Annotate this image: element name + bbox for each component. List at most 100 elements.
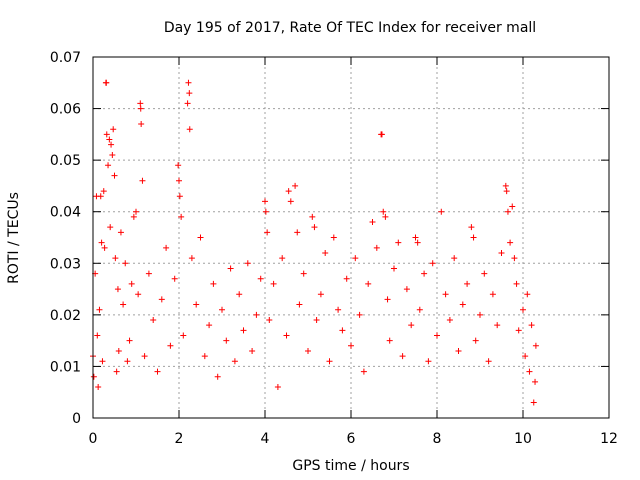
data-point bbox=[528, 322, 535, 329]
data-point bbox=[416, 306, 423, 313]
y-tick-label: 0.06 bbox=[50, 102, 81, 118]
data-point bbox=[180, 332, 187, 339]
data-point bbox=[110, 126, 117, 133]
data-point bbox=[98, 239, 105, 246]
data-point bbox=[330, 234, 337, 241]
data-point bbox=[511, 255, 518, 262]
data-point bbox=[122, 260, 129, 267]
data-point bbox=[262, 198, 268, 205]
data-points bbox=[90, 79, 539, 406]
chart-title: Day 195 of 2017, Rate Of TEC Index for r… bbox=[164, 20, 536, 36]
data-point bbox=[175, 162, 182, 169]
data-point bbox=[343, 275, 350, 282]
data-point bbox=[279, 255, 286, 262]
data-point bbox=[103, 79, 110, 86]
data-point bbox=[451, 255, 458, 262]
x-tick-label: 6 bbox=[347, 431, 356, 447]
x-tick-label: 10 bbox=[514, 431, 532, 447]
data-point bbox=[498, 249, 505, 256]
data-point bbox=[124, 358, 131, 365]
data-point bbox=[309, 213, 316, 220]
data-point bbox=[526, 368, 533, 375]
data-point bbox=[468, 224, 475, 231]
data-point bbox=[494, 322, 501, 329]
data-point bbox=[464, 280, 471, 287]
axis-ticks bbox=[92, 56, 610, 419]
data-point bbox=[399, 353, 406, 360]
data-point bbox=[90, 373, 97, 380]
data-point bbox=[472, 337, 479, 344]
data-point bbox=[382, 213, 389, 220]
data-point bbox=[513, 280, 520, 287]
data-point bbox=[285, 188, 292, 195]
data-point bbox=[186, 90, 193, 97]
data-point bbox=[455, 347, 462, 354]
data-point bbox=[507, 239, 514, 246]
data-point bbox=[287, 198, 294, 205]
data-point bbox=[264, 229, 271, 236]
data-point bbox=[296, 301, 303, 308]
x-tick-label: 0 bbox=[89, 431, 98, 447]
data-point bbox=[197, 234, 204, 241]
data-point bbox=[108, 141, 115, 148]
data-point bbox=[103, 131, 110, 138]
data-point bbox=[126, 337, 133, 344]
data-point bbox=[100, 188, 107, 195]
data-point bbox=[477, 311, 483, 318]
data-point bbox=[339, 327, 346, 334]
data-point bbox=[380, 208, 387, 215]
data-point bbox=[348, 342, 354, 349]
data-point bbox=[214, 373, 221, 380]
data-point bbox=[442, 291, 449, 298]
data-point bbox=[206, 322, 213, 329]
data-point bbox=[133, 208, 139, 215]
data-point bbox=[114, 286, 121, 293]
data-point bbox=[163, 244, 170, 251]
data-point bbox=[266, 317, 273, 324]
grid-lines bbox=[93, 57, 609, 418]
data-point bbox=[193, 301, 200, 308]
data-point bbox=[178, 213, 185, 220]
data-point bbox=[408, 322, 415, 329]
data-point bbox=[322, 249, 329, 256]
data-point bbox=[94, 332, 101, 339]
data-point bbox=[128, 280, 135, 287]
data-point bbox=[305, 347, 311, 354]
data-point bbox=[262, 208, 269, 215]
data-point bbox=[145, 270, 152, 277]
data-point bbox=[111, 172, 118, 179]
data-point bbox=[219, 306, 225, 313]
data-point bbox=[294, 229, 301, 236]
data-point bbox=[386, 337, 393, 344]
data-point bbox=[481, 270, 488, 277]
data-point bbox=[283, 332, 290, 339]
data-point bbox=[360, 368, 367, 375]
data-point bbox=[412, 234, 419, 241]
data-point bbox=[96, 306, 103, 313]
x-tick-label: 8 bbox=[433, 431, 442, 447]
x-tick-label: 4 bbox=[261, 431, 270, 447]
data-point bbox=[138, 121, 145, 128]
data-point bbox=[352, 255, 359, 262]
data-point bbox=[434, 332, 440, 339]
data-point bbox=[135, 291, 142, 298]
data-point bbox=[109, 151, 116, 158]
data-point bbox=[139, 177, 146, 184]
data-point bbox=[522, 353, 529, 360]
data-point bbox=[532, 342, 539, 349]
data-point bbox=[292, 182, 299, 189]
data-point bbox=[313, 317, 320, 324]
data-point bbox=[489, 291, 496, 298]
data-point bbox=[485, 358, 492, 365]
x-tick-label: 2 bbox=[175, 431, 184, 447]
data-point bbox=[227, 265, 234, 272]
data-point bbox=[515, 327, 522, 334]
data-point bbox=[311, 224, 318, 231]
data-point bbox=[176, 193, 183, 200]
y-tick-label: 0.01 bbox=[50, 359, 81, 375]
data-point bbox=[115, 347, 122, 354]
data-point bbox=[270, 280, 277, 287]
data-point bbox=[130, 213, 137, 220]
data-point bbox=[502, 182, 509, 189]
data-point bbox=[369, 219, 376, 226]
